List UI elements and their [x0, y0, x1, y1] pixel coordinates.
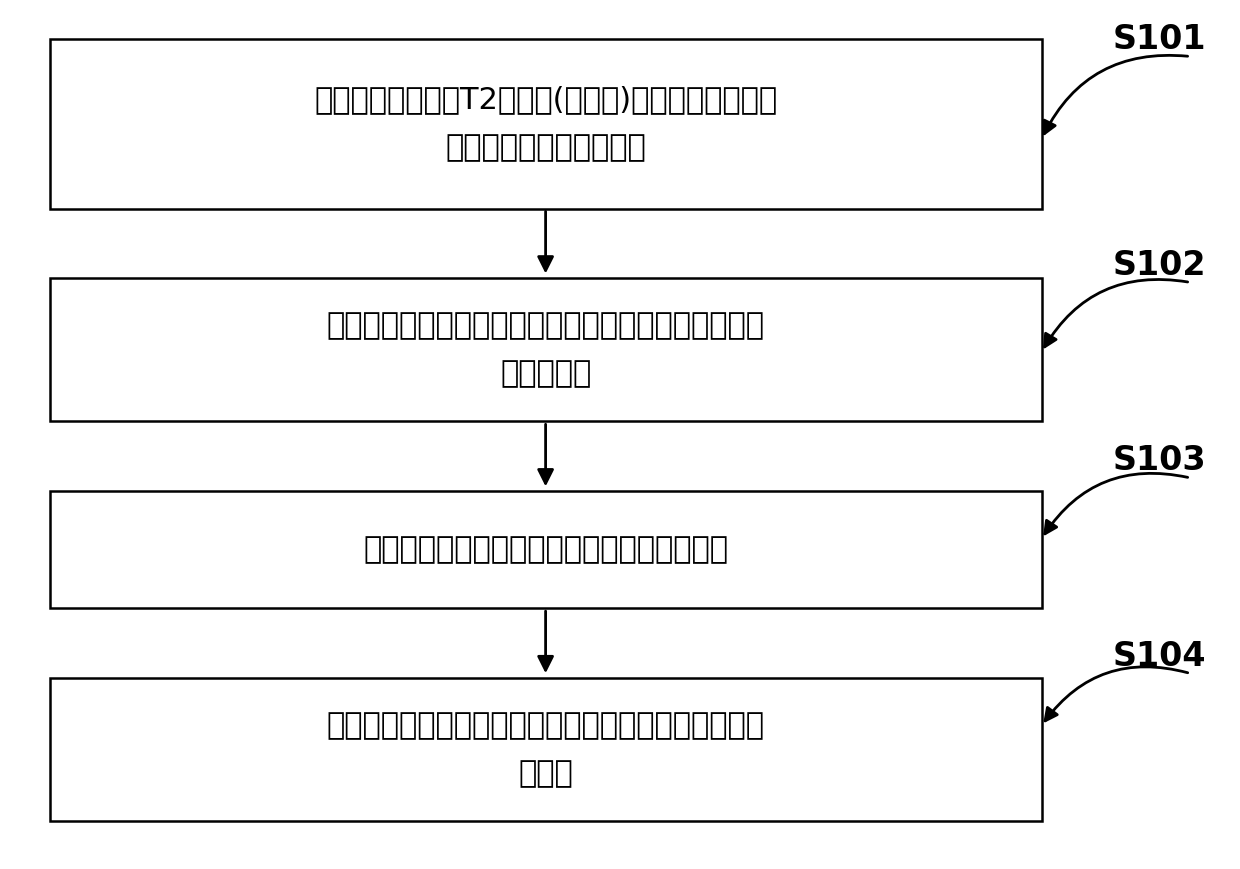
Text: S102: S102 — [1112, 249, 1207, 282]
Text: 将经过伪影抑制的图像输入到权值预测网络中得到粗略
权值预测图: 将经过伪影抑制的图像输入到权值预测网络中得到粗略 权值预测图 — [326, 312, 765, 388]
Text: 将经过伪影抑制的图像与权值预测图输入到融合网络进
行融合: 将经过伪影抑制的图像与权值预测图输入到融合网络进 行融合 — [326, 712, 765, 787]
FancyBboxPatch shape — [50, 491, 1042, 608]
Text: 使用去伪影网络对T2加权图(幅值图)和场图两种模态的
磁共振图像进行伪影抑制: 使用去伪影网络对T2加权图(幅值图)和场图两种模态的 磁共振图像进行伪影抑制 — [314, 86, 777, 162]
Text: S104: S104 — [1112, 640, 1207, 673]
FancyBboxPatch shape — [50, 278, 1042, 421]
Text: S103: S103 — [1112, 444, 1207, 477]
FancyBboxPatch shape — [50, 678, 1042, 821]
Text: S101: S101 — [1112, 23, 1207, 56]
FancyBboxPatch shape — [50, 39, 1042, 209]
Text: 对粗略权值预测图进行后处理得到权值预测图: 对粗略权值预测图进行后处理得到权值预测图 — [363, 535, 728, 564]
